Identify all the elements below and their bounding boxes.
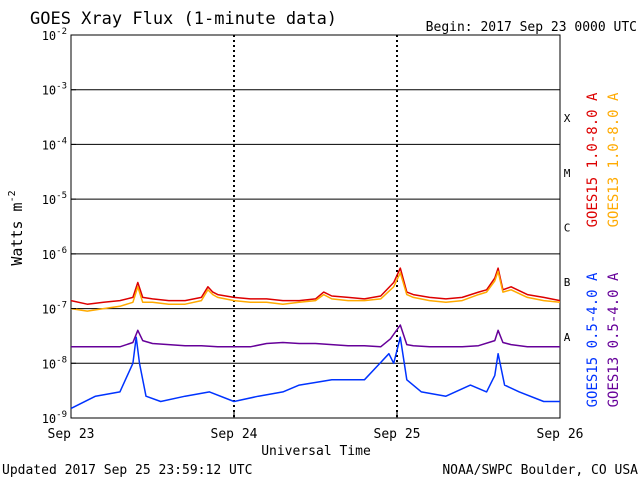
legend: GOES15 1.0-8.0 A GOES13 1.0-8.0 A GOES15 0… (585, 92, 622, 407)
y-tick-base: 10 (42, 84, 56, 98)
y-tick-base: 10 (42, 248, 56, 262)
y-tick-label: 10-6 (42, 246, 67, 262)
y-axis-label: Watts m-2 (7, 190, 26, 265)
series-line-1 (70, 270, 561, 312)
chart-title: GOES Xray Flux (1-minute data) (30, 9, 337, 29)
x-tick-label: Sep 26 (537, 427, 584, 442)
y-tick-label: 10-5 (42, 191, 67, 207)
legend-entry-0: GOES15 1.0-8.0 A (585, 92, 601, 227)
y-tick-exponent: -5 (56, 191, 67, 201)
y-tick-label: 10-4 (42, 136, 67, 152)
flare-class-label: M (564, 167, 571, 180)
credit-label: NOAA/SWPC Boulder, CO USA (442, 463, 638, 478)
y-tick-label: 10-2 (42, 27, 67, 43)
y-tick-base: 10 (42, 412, 56, 426)
series-line-2 (70, 336, 560, 410)
y-tick-exponent: -8 (56, 355, 67, 365)
x-tick-label: Sep 24 (211, 427, 258, 442)
y-tick-base: 10 (42, 357, 56, 371)
y-tick-base: 10 (42, 29, 56, 43)
legend-entry-1: GOES13 1.0-8.0 A (606, 92, 622, 227)
svg-text:Watts m-2: Watts m-2 (7, 190, 26, 265)
y-tick-exponent: -9 (56, 410, 67, 420)
y-tick-exponent: -6 (56, 246, 67, 256)
y-tick-exponent: -4 (56, 136, 67, 146)
series-line-0 (70, 267, 561, 305)
y-tick-label: 10-9 (42, 410, 67, 426)
y-tick-base: 10 (42, 193, 56, 207)
flare-class-label: C (564, 222, 571, 235)
plot-frame (70, 34, 561, 419)
flare-class-labels: X M C B A (564, 112, 571, 344)
flare-class-label: A (564, 331, 571, 344)
y-tick-exponent: -2 (56, 27, 67, 37)
y-axis-label-text: Watts m (8, 202, 26, 265)
y-axis-ticks: 10-910-810-710-610-510-410-310-2 (42, 27, 76, 426)
x-axis-ticks: Sep 23 Sep 24 Sep 25 Sep 26 (48, 412, 584, 442)
y-tick-label: 10-7 (42, 301, 67, 317)
y-tick-label: 10-3 (42, 82, 67, 98)
y-axis-label-exponent: -2 (7, 190, 18, 202)
x-tick-label: Sep 25 (374, 427, 421, 442)
flare-class-label: X (564, 112, 571, 125)
y-tick-base: 10 (42, 303, 56, 317)
series-layer (70, 267, 561, 410)
updated-timestamp: Updated 2017 Sep 25 23:59:12 UTC (2, 463, 252, 478)
series-line-3 (71, 324, 560, 348)
legend-entry-2: GOES15 0.5-4.0 A (585, 272, 601, 407)
y-tick-base: 10 (42, 138, 56, 152)
y-tick-label: 10-8 (42, 355, 67, 371)
y-tick-exponent: -7 (56, 301, 67, 311)
y-tick-exponent: -3 (56, 82, 67, 92)
x-axis-label: Universal Time (261, 444, 371, 459)
x-tick-label: Sep 23 (48, 427, 95, 442)
gridlines (71, 35, 560, 418)
begin-time-label: Begin: 2017 Sep 23 0000 UTC (426, 20, 637, 35)
legend-entry-3: GOES13 0.5-4.0 A (606, 272, 622, 407)
flare-class-label: B (564, 276, 571, 289)
